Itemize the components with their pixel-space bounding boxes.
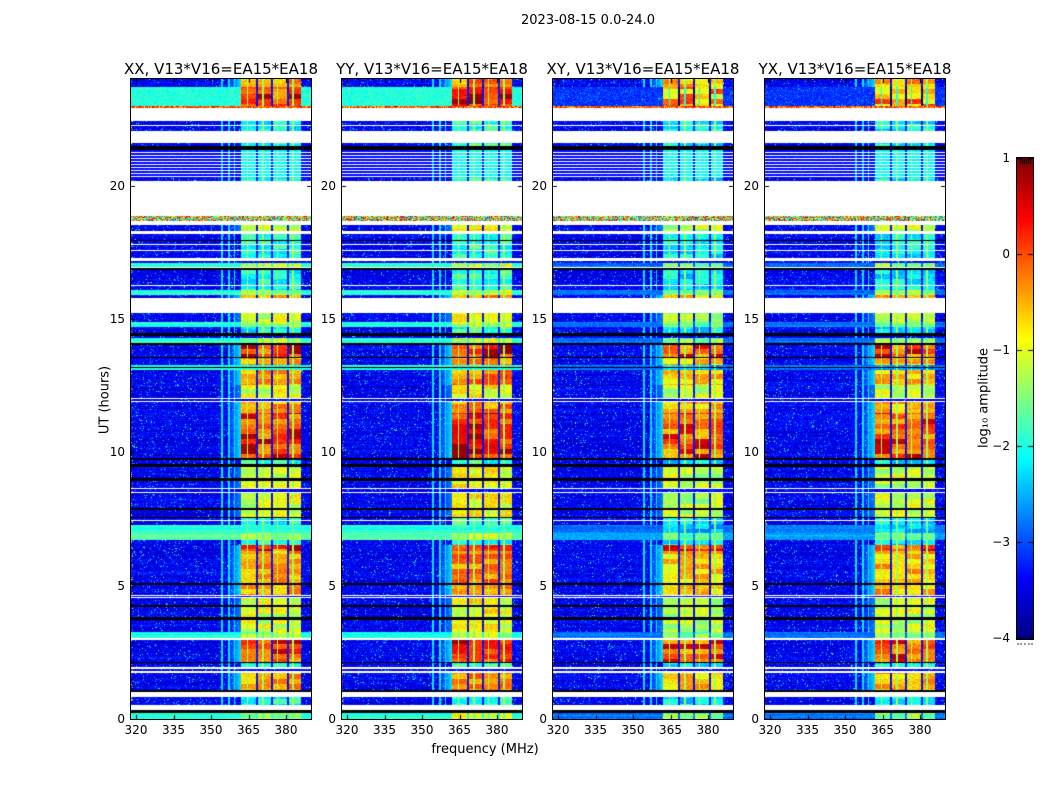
y-tick-label: 20 [531,178,547,193]
colorbar-tick-label: −1 [992,343,1010,357]
x-tick-label: 365 [871,723,894,737]
y-tick-label: 20 [743,178,759,193]
y-tick-label: 15 [531,312,547,326]
x-tick-label: 335 [796,723,819,737]
x-tick-label: 335 [373,723,396,737]
y-tick-label: 5 [751,578,759,593]
panel-yx [764,78,946,720]
y-tick-label: 5 [117,578,125,593]
x-tick-label: 320 [124,723,148,737]
colorbar [1016,157,1034,640]
colorbar-tick-label: 1 [1002,151,1010,165]
x-tick-label: 380 [696,723,720,737]
y-tick-label: 5 [539,578,547,593]
panel-title-xx: XX, V13*V16=EA15*EA18 [123,60,319,78]
y-tick-label: 0 [117,712,125,726]
spectrogram-canvas-yx [765,79,945,719]
y-tick-label: 10 [743,445,759,460]
x-tick-label: 350 [833,723,857,737]
figure-title: 2023-08-15 0.0-24.0 [521,13,655,28]
x-tick-label: 365 [659,723,682,737]
spectrogram-canvas-xy [553,79,733,719]
spectrogram-canvas-yy [342,79,522,719]
colorbar-label: log₁₀ amplitude [976,347,992,449]
y-tick-label: 10 [320,445,336,460]
x-axis-label: frequency (MHz) [431,742,539,757]
x-tick-label: 350 [621,723,645,737]
y-tick-label: 20 [320,178,336,193]
x-tick-label: 320 [335,723,359,737]
panel-title-yx: YX, V13*V16=EA15*EA18 [758,60,952,78]
x-tick-label: 320 [758,723,782,737]
panel-xx [130,78,312,720]
x-tick-label: 335 [162,723,185,737]
panel-yy [341,78,523,720]
y-tick-label: 20 [109,178,125,193]
colorbar-tick-label: −2 [992,439,1010,453]
x-tick-label: 380 [274,723,298,737]
panel-title-xy: XY, V13*V16=EA15*EA18 [546,60,740,78]
y-tick-label: 15 [320,312,336,326]
y-tick-label: 0 [751,712,759,726]
y-tick-label: 0 [328,712,336,726]
x-tick-label: 380 [908,723,932,737]
colorbar-tick-label: −4 [992,631,1010,645]
y-tick-label: 0 [539,712,547,726]
y-axis-label: UT (hours) [97,365,113,435]
panel-title-yy: YY, V13*V16=EA15*EA18 [336,60,528,78]
x-tick-label: 365 [448,723,471,737]
y-tick-label: 15 [743,312,759,326]
y-tick-label: 5 [328,578,336,593]
colorbar-canvas [1017,158,1033,639]
y-tick-label: 10 [109,445,125,460]
x-tick-label: 350 [199,723,223,737]
colorbar-minor-dots [1017,643,1033,645]
spectrogram-canvas-xx [131,79,311,719]
x-tick-label: 380 [485,723,509,737]
colorbar-tick-label: −3 [992,535,1010,549]
x-tick-label: 365 [237,723,260,737]
colorbar-tick-label: 0 [1002,247,1010,261]
x-tick-label: 350 [410,723,434,737]
y-tick-label: 10 [531,445,547,460]
y-tick-label: 15 [109,312,125,326]
panel-xy [552,78,734,720]
x-tick-label: 335 [584,723,607,737]
x-tick-label: 320 [546,723,570,737]
